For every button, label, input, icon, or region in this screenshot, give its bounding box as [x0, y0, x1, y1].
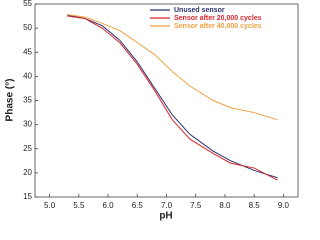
x-tick-label: 5.0 — [44, 201, 56, 210]
series-line — [67, 14, 278, 121]
y-tick-label: 20 — [23, 168, 32, 177]
x-tick-label: 6.0 — [102, 201, 114, 210]
x-tick-label: 7.0 — [161, 201, 173, 210]
y-tick-label: 35 — [23, 96, 32, 105]
x-tick-label: 6.5 — [132, 201, 144, 210]
y-axis-label: Phase (°) — [5, 79, 16, 122]
plot-frame — [34, 3, 299, 198]
y-tick-label: 55 — [23, 0, 32, 8]
y-tick-label: 50 — [23, 23, 32, 32]
x-axis-label: pH — [159, 211, 172, 222]
legend-label: Unused sensor — [174, 7, 225, 14]
chart: pH Phase (°) 15 20 25 30 35 40 45 50 55 5.0 5.5 6.0… — [5, 0, 299, 222]
legend-label: Sensor after 40,000 cycles — [174, 23, 262, 30]
y-tick-label: 40 — [23, 71, 32, 80]
x-tick-label: 5.5 — [73, 201, 85, 210]
y-tick-label: 25 — [23, 144, 32, 153]
x-tick-label: 8.5 — [249, 201, 261, 210]
x-tick-label: 7.5 — [190, 201, 202, 210]
y-tick-label: 45 — [23, 47, 32, 56]
x-tick-label: 8.0 — [219, 201, 231, 210]
series-line — [67, 15, 278, 181]
y-tick-label: 15 — [23, 192, 32, 201]
legend-label: Sensor after 20,000 cycles — [174, 15, 262, 22]
y-tick-label: 30 — [23, 120, 32, 129]
series-line — [67, 14, 278, 179]
x-tick-label: 9.0 — [278, 201, 290, 210]
page: pH Phase (°) 15 20 25 30 35 40 45 50 55 5.0 5.5 6.0… — [4, 0, 299, 222]
